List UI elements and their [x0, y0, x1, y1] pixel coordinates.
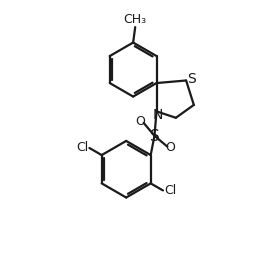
Text: CH₃: CH₃	[124, 13, 147, 26]
Text: S: S	[187, 72, 196, 86]
Text: N: N	[153, 108, 163, 122]
Text: S: S	[150, 129, 159, 144]
Text: Cl: Cl	[76, 141, 88, 154]
Text: Cl: Cl	[164, 184, 176, 197]
Text: O: O	[136, 115, 145, 128]
Text: O: O	[165, 141, 175, 154]
